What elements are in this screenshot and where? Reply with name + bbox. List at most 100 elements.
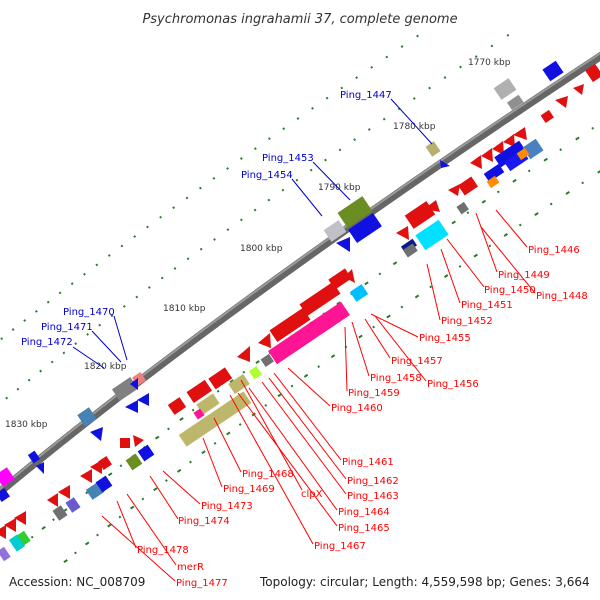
gc-dot [226,228,230,232]
gc-dot [451,220,456,225]
gene-label: Ping_1462 [347,476,399,487]
gc-dot [120,244,124,248]
gc-dot [201,450,206,455]
gc-dot [267,198,271,202]
gc-dot [135,295,139,299]
gc-dot [264,403,268,407]
gc-dot [122,304,126,308]
gene-label: clpX [301,489,323,500]
gc-dot [239,157,243,160]
gc-dot [378,272,382,276]
gc-dot [340,86,344,90]
gc-dot [443,76,447,79]
gc-dot [575,136,580,141]
gc-dot [496,190,500,194]
gc-dot [238,423,242,426]
gene-arrow [555,96,568,108]
gc-dot [199,186,202,190]
gc-dot [303,373,309,378]
tick-label: 1790 kbp [318,183,361,193]
gc-dot [400,305,404,309]
gene-label: Ping_1468 [242,469,294,480]
gene-label: Ping_1455 [419,333,471,344]
tick-label: 1780 kbp [393,122,436,132]
gc-dot [185,196,189,200]
gc-dot [282,127,286,131]
reverse-labels: Ping_1446 Ping_1449 Ping_1448 Ping_1450 … [137,245,588,589]
gene-label: Ping_1458 [370,373,422,384]
gene-label: Ping_1460 [331,403,383,414]
gene-label: Ping_1457 [391,356,443,367]
tick-label: 1830 kbp [5,420,48,430]
gc-dot [488,244,492,248]
gene-block [493,78,517,100]
gc-dot [107,523,112,528]
gc-dot [355,76,359,80]
gc-dot [159,215,162,219]
gene-label: Ping_1465 [338,523,390,534]
gene-label: Ping_1477 [176,578,228,589]
gc-dot [338,148,342,152]
gc-dot [386,314,391,319]
gc-dot [98,323,102,327]
gc-dot [119,464,123,468]
topology-text: Topology: circular; Length: 4,559,598 bp… [259,575,590,589]
gc-dot [30,535,34,539]
gc-dot [50,360,54,364]
gc-dot [473,253,478,258]
gc-dot [255,360,260,364]
gc-dot [52,518,55,522]
gc-dot [503,232,509,237]
tick-label: 1800 kbp [240,244,283,254]
gc-dot [330,354,336,359]
gene-label: Ping_1478 [137,545,189,556]
gc-dot [212,176,216,180]
gc-dot [412,97,416,100]
gc-dot [167,427,170,431]
gc-dot [86,332,89,336]
reverse-label-leaders [101,209,536,582]
gc-dot [534,212,539,216]
gene-label: Ping_1449 [498,270,550,281]
gc-dot [416,34,419,38]
gc-dot [146,225,149,229]
gene-block [585,63,600,83]
gc-dot [226,167,229,170]
gc-dot [296,117,300,120]
gene-label: Ping_1453 [262,153,314,164]
gc-dot [11,328,15,331]
gc-dot [177,468,182,473]
map-title: Psychromonas ingrahamii 37, complete gen… [142,12,457,27]
gc-dot [216,389,220,393]
gc-dot [242,370,246,374]
gc-dot [268,137,271,141]
gc-dot [506,33,510,37]
gc-dot [160,276,164,280]
forward-label-leaders [72,98,433,369]
gc-dot [428,86,431,90]
gc-dot [110,314,114,318]
gene-label: Ping_1456 [427,379,479,390]
gc-dot [62,351,66,355]
gc-dot [549,202,553,206]
gc-dot [281,188,285,192]
forward-labels: Ping_1447 Ping_1453 Ping_1454 Ping_1470 … [21,90,392,348]
gc-dot [414,294,420,299]
gc-dot [189,460,192,464]
gene-block [337,196,373,228]
gene-label: Ping_1471 [41,322,93,333]
gene-label: Ping_1450 [484,285,536,296]
gc-dot [559,148,563,152]
coordinate-ticks: 1770 kbp 1780 kbp 1790 kbp 1800 kbp 1810… [5,58,511,430]
gc-dot [400,45,404,48]
gc-dot [85,541,90,546]
gc-dot [591,126,595,130]
gc-dot [474,55,478,58]
gene-arrow [573,84,584,95]
gc-dot [518,223,522,227]
tick-label: 1820 kbp [84,362,127,372]
gc-dot [254,147,257,151]
gc-dot [27,378,31,382]
gene-label: Ping_1446 [528,245,580,256]
